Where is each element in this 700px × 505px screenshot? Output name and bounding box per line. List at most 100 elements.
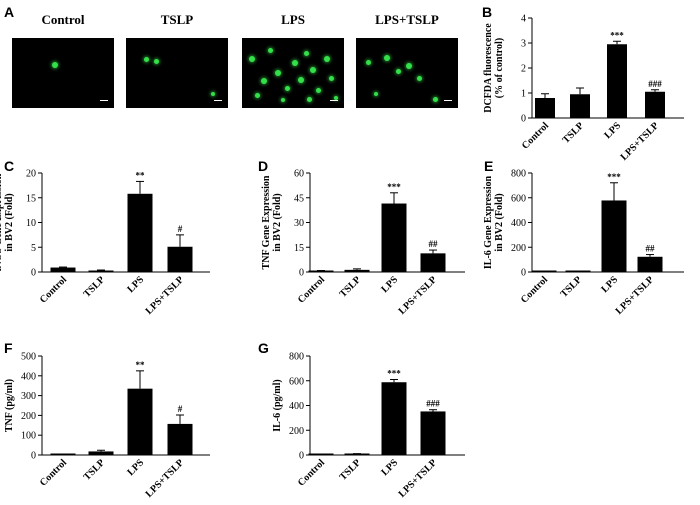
bar-d-control — [308, 270, 334, 272]
bar-c-lps-tslp — [167, 246, 193, 272]
micro-label-tslp: TSLP — [160, 12, 194, 27]
y-tick-label-e: 200 — [511, 243, 526, 254]
significance-label-b: ### — [648, 79, 662, 89]
fluorescent-cell — [329, 76, 335, 82]
y-tick-label-d: 30 — [294, 218, 304, 229]
category-label-g: Control — [296, 457, 327, 488]
micrograph-lps — [242, 38, 344, 108]
fluorescent-cell — [383, 54, 390, 61]
bar-d-lps-tslp — [420, 253, 446, 272]
y-tick-label-c: 10 — [26, 218, 36, 229]
significance-label-f: ** — [136, 360, 146, 370]
y-tick-label-b: 2 — [521, 64, 526, 75]
category-label-c: LPS+TSLP — [144, 274, 186, 316]
y-tick-label-c: 5 — [31, 243, 36, 254]
y-tick-label-d: 0 — [299, 268, 304, 279]
y-tick-label-b: 1 — [521, 89, 526, 100]
bar-g-tslp — [344, 453, 370, 455]
category-label-f: Control — [38, 457, 69, 488]
bar-c-control — [50, 267, 76, 272]
panel-a-letter: A — [4, 4, 15, 20]
micrograph-control — [12, 38, 114, 108]
fluorescent-cell — [280, 97, 285, 102]
micro-label-control: Control — [41, 12, 85, 27]
y-axis-label-d: in BV2 (Fold) — [272, 193, 283, 251]
bar-c-tslp — [88, 270, 114, 272]
y-axis-label-g: IL-6 (pg/ml) — [272, 379, 283, 432]
bar-b-lps — [607, 44, 627, 118]
category-label-c: TSLP — [82, 274, 107, 299]
significance-label-f: # — [178, 404, 183, 414]
fluorescent-cell — [274, 70, 281, 76]
bar-f-tslp — [88, 451, 114, 455]
fluorescent-cell — [298, 77, 305, 83]
category-label-f: TSLP — [82, 457, 107, 482]
y-tick-label-e: 400 — [511, 218, 526, 229]
y-axis-label-e: in BV2 (Fold) — [494, 193, 505, 251]
fluorescent-cell — [374, 92, 379, 96]
y-tick-label-c: 20 — [26, 169, 36, 180]
scale-bar — [100, 100, 108, 101]
y-tick-label-g: 600 — [289, 376, 304, 387]
category-label-b: LPS — [602, 120, 623, 141]
y-tick-label-f: 100 — [21, 431, 36, 442]
significance-label-c: ** — [136, 170, 146, 180]
category-label-f: LPS+TSLP — [144, 457, 186, 499]
bar-d-lps — [381, 203, 407, 272]
bar-g-lps-tslp — [420, 411, 446, 455]
category-label-c: LPS — [125, 274, 146, 295]
bar-f-lps — [127, 388, 153, 455]
significance-label-g: ### — [426, 399, 440, 409]
fluorescent-cell — [416, 76, 422, 82]
y-tick-label-e: 600 — [511, 193, 526, 204]
fluorescent-cell — [249, 56, 256, 62]
fluorescent-cell — [310, 66, 317, 73]
significance-label-d: *** — [387, 182, 401, 192]
category-label-d: Control — [296, 274, 327, 305]
fluorescent-cell — [154, 58, 160, 64]
category-label-b: LPS+TSLP — [619, 120, 661, 162]
bar-b-lps-tslp — [645, 91, 665, 118]
y-tick-label-g: 400 — [289, 401, 304, 412]
category-label-e: TSLP — [559, 274, 584, 299]
category-label-b: Control — [520, 120, 551, 151]
fluorescent-cell — [261, 78, 268, 85]
y-axis-label-c: in BV2 (Fold) — [4, 193, 15, 251]
y-axis-label-e: IL-6 Gene Expression — [483, 175, 494, 269]
category-label-g: TSLP — [338, 457, 363, 482]
fluorescent-cell — [285, 85, 291, 91]
y-tick-label-g: 0 — [299, 451, 304, 462]
panel-g-letter: G — [258, 340, 269, 356]
fluorescent-cell — [143, 56, 149, 62]
fluorescent-cell — [292, 59, 299, 66]
scale-bar — [444, 100, 452, 101]
micro-label-lps-tslp: LPS+TSLP — [375, 12, 439, 27]
category-label-d: TSLP — [338, 274, 363, 299]
significance-label-e: ## — [646, 244, 656, 254]
y-axis-label-f: TNF (pg/ml) — [4, 379, 15, 432]
significance-label-d: ## — [429, 239, 439, 249]
category-label-f: LPS — [125, 457, 146, 478]
y-axis-label-d: TNF Gene Expression — [261, 175, 272, 269]
y-tick-label-b: 3 — [521, 39, 526, 50]
category-label-g: LPS — [379, 457, 400, 478]
y-tick-label-g: 200 — [289, 426, 304, 437]
scale-bar — [214, 100, 222, 101]
significance-label-e: *** — [607, 172, 621, 182]
micro-label-lps: LPS — [281, 12, 305, 27]
category-label-b: TSLP — [561, 120, 586, 145]
fluorescent-cell — [303, 50, 309, 56]
panel-e-letter: E — [484, 158, 494, 174]
y-tick-label-b: 4 — [521, 14, 526, 25]
micrograph-lps-tslp — [356, 38, 458, 108]
category-label-d: LPS+TSLP — [397, 274, 439, 316]
panel-c-letter: C — [4, 158, 15, 174]
significance-label-g: *** — [387, 369, 401, 379]
y-tick-label-d: 45 — [294, 193, 304, 204]
category-label-e: LPS — [599, 274, 620, 295]
bar-g-lps — [381, 382, 407, 455]
y-tick-label-e: 0 — [521, 268, 526, 279]
y-tick-label-c: 15 — [26, 193, 36, 204]
y-tick-label-f: 200 — [21, 411, 36, 422]
